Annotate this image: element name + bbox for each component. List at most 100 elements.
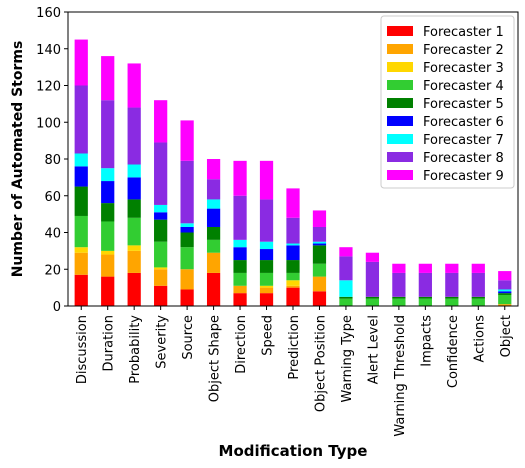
legend-swatch — [387, 98, 413, 108]
bar-segment — [101, 250, 115, 255]
x-tick-label: Probability — [128, 315, 143, 384]
legend-label: Forecaster 3 — [423, 61, 504, 76]
legend-label: Forecaster 8 — [423, 151, 504, 166]
bar-segment — [101, 100, 115, 169]
bar-segment — [127, 63, 141, 108]
legend-swatch — [387, 134, 413, 144]
legend-swatch — [387, 116, 413, 126]
y-tick-label: 140 — [36, 43, 61, 58]
bar-segment — [286, 188, 300, 218]
bar-segment — [339, 280, 353, 297]
bar-segment — [206, 239, 221, 253]
bar-segment — [180, 160, 194, 224]
bar-segment — [365, 252, 380, 262]
y-tick-label: 120 — [36, 80, 61, 95]
bar-segment — [101, 276, 115, 306]
bar-segment — [365, 298, 380, 306]
bar-segment — [101, 254, 115, 277]
bar-segment — [180, 269, 194, 290]
bar-segment — [445, 298, 459, 306]
bar-segment — [154, 142, 168, 205]
x-tick-label: Source — [181, 315, 196, 360]
bar-segment — [154, 100, 168, 143]
legend-box — [380, 15, 515, 189]
x-tick-label: Duration — [102, 315, 117, 371]
bar-segment — [127, 245, 141, 251]
bar-segment — [418, 298, 432, 306]
bar-segment — [233, 160, 247, 196]
legend-swatch — [387, 62, 413, 72]
x-tick-label: Speed — [261, 315, 276, 356]
bar-segment — [154, 267, 168, 270]
bar-segment — [392, 272, 406, 297]
bar-segment — [154, 204, 168, 213]
bar-segment — [154, 241, 168, 268]
bar-segment — [286, 243, 300, 246]
y-tick-label: 60 — [44, 190, 61, 205]
bar-segment — [498, 291, 512, 294]
bar-segment — [233, 293, 247, 306]
bar-segment — [180, 226, 194, 233]
bar-segment — [127, 199, 141, 218]
bar-segment — [286, 260, 300, 273]
bar-segment — [206, 199, 221, 209]
x-tick-label: Alert Level — [366, 315, 381, 384]
bar-segment — [312, 241, 327, 244]
bar-segment — [259, 241, 274, 250]
bar-segment — [154, 219, 168, 242]
bar-segment — [74, 166, 88, 187]
bar-segment — [286, 245, 300, 261]
bar-segment — [154, 285, 168, 306]
bar-segment — [127, 250, 141, 273]
bar-segment — [127, 272, 141, 306]
bar-segment — [339, 296, 353, 299]
x-tick-label: Object — [499, 315, 514, 357]
bar-segment — [418, 272, 432, 297]
bar-segment — [312, 245, 327, 264]
bar-segment — [180, 120, 194, 161]
x-tick-label: Impacts — [419, 315, 434, 367]
bar-segment — [418, 296, 432, 299]
bar-segment — [259, 285, 274, 288]
bar-segment — [206, 159, 221, 180]
bar-segment — [180, 289, 194, 306]
bar-segment — [74, 247, 88, 253]
bar-segment — [101, 56, 115, 101]
bar-segment — [233, 239, 247, 248]
legend-label: Forecaster 1 — [423, 25, 504, 40]
x-tick-label: Prediction — [287, 315, 302, 380]
bar-segment — [339, 298, 353, 306]
y-tick-label: 80 — [44, 153, 61, 168]
bar-segment — [233, 285, 247, 294]
bar-segment — [498, 293, 512, 295]
bar-segment — [286, 217, 300, 244]
plot-frame — [67, 11, 519, 307]
bar-segment — [127, 177, 141, 200]
bar-segment — [206, 208, 221, 227]
bar-segment — [259, 287, 274, 294]
bar-segment — [498, 271, 512, 281]
legend-swatch — [387, 152, 413, 162]
bar-segment — [286, 272, 300, 281]
bar-segment — [498, 294, 512, 305]
legend-label: Forecaster 4 — [423, 79, 504, 94]
bar-segment — [339, 256, 353, 281]
bar-segment — [180, 223, 194, 227]
x-tick-label: Severity — [155, 315, 170, 369]
y-tick-label: 160 — [36, 6, 61, 21]
x-axis-label: Modification Type — [219, 442, 368, 460]
bar-segment — [101, 168, 115, 182]
bar-segment — [74, 215, 88, 248]
y-tick-label: 100 — [36, 116, 61, 131]
bar-segment — [74, 85, 88, 154]
bar-segment — [445, 263, 459, 273]
bar-segment — [498, 289, 512, 292]
legend-swatch — [387, 26, 413, 36]
bar-segment — [233, 260, 247, 273]
bar-segment — [206, 179, 221, 200]
bar-segment — [286, 285, 300, 288]
x-tick-label: Object Shape — [208, 315, 223, 402]
legend-label: Forecaster 5 — [423, 97, 504, 112]
x-tick-label: Object Position — [313, 315, 328, 412]
